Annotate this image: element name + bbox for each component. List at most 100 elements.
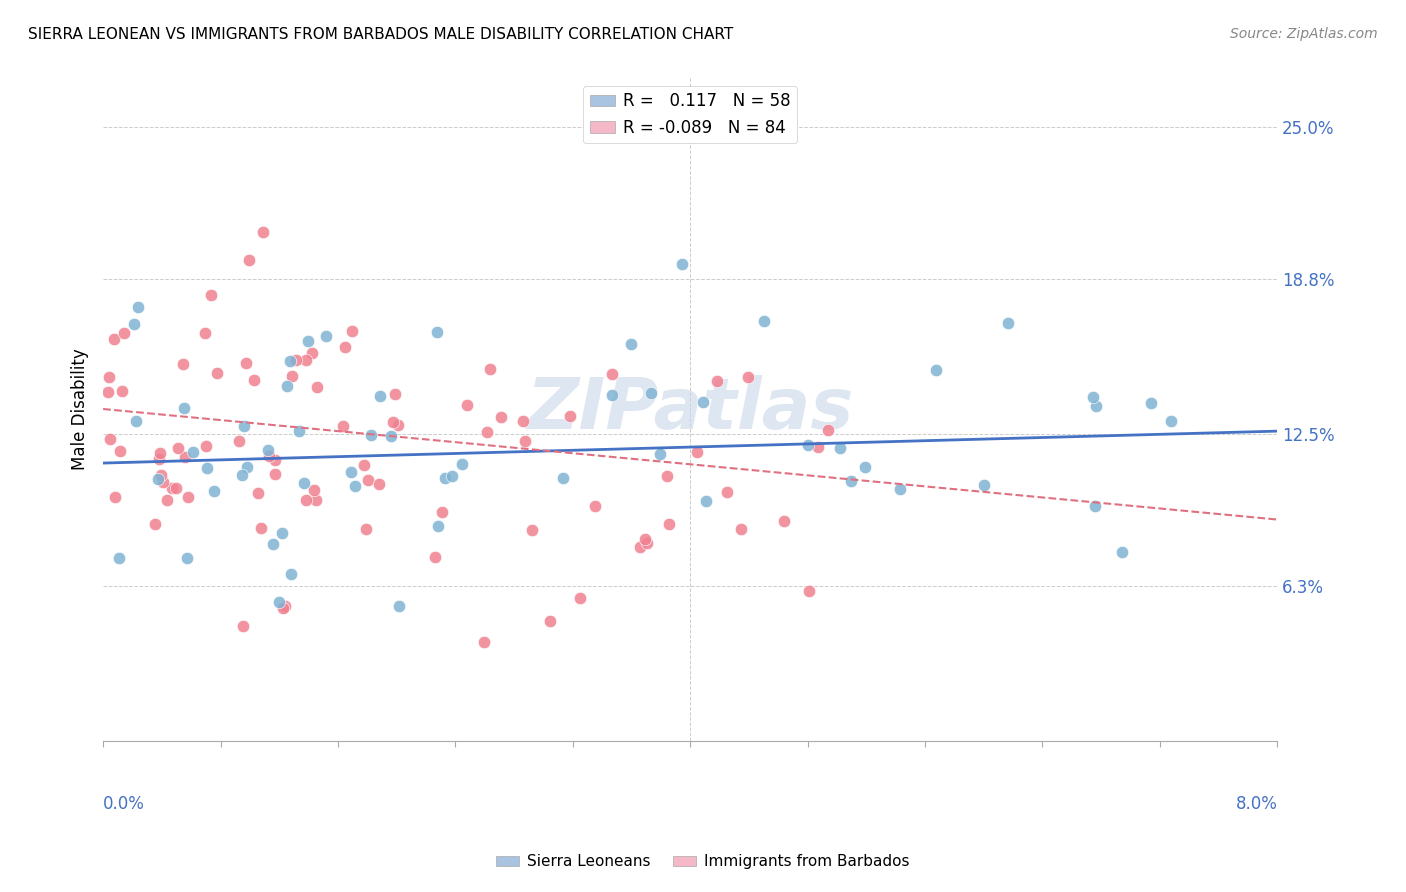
- Point: [472, 635, 495, 649]
- Point: [1085, 399, 1108, 413]
- Y-axis label: Male Disability: Male Disability: [72, 348, 89, 470]
- Point: [287, 424, 309, 438]
- Point: [640, 386, 662, 401]
- Point: [267, 595, 290, 609]
- Point: [281, 368, 304, 383]
- Point: [513, 434, 536, 449]
- Point: [924, 363, 946, 377]
- Point: [853, 459, 876, 474]
- Point: [315, 328, 337, 343]
- Point: [368, 389, 391, 403]
- Point: [307, 380, 329, 394]
- Point: [238, 252, 260, 267]
- Point: [973, 478, 995, 492]
- Point: [602, 367, 624, 381]
- Point: [426, 519, 449, 533]
- Point: [353, 458, 375, 473]
- Point: [274, 599, 297, 613]
- Point: [297, 334, 319, 348]
- Point: [357, 473, 380, 487]
- Point: [1111, 545, 1133, 559]
- Point: [343, 479, 366, 493]
- Point: [489, 409, 512, 424]
- Point: [354, 522, 377, 536]
- Point: [456, 398, 478, 412]
- Point: [152, 475, 174, 489]
- Point: [122, 318, 145, 332]
- Text: SIERRA LEONEAN VS IMMIGRANTS FROM BARBADOS MALE DISABILITY CORRELATION CHART: SIERRA LEONEAN VS IMMIGRANTS FROM BARBAD…: [28, 27, 734, 42]
- Point: [110, 384, 132, 399]
- Point: [264, 467, 287, 481]
- Point: [285, 352, 308, 367]
- Point: [889, 482, 911, 496]
- Point: [294, 353, 316, 368]
- Point: [426, 325, 449, 339]
- Point: [628, 540, 651, 554]
- Point: [671, 257, 693, 271]
- Point: [108, 551, 131, 566]
- Point: [512, 414, 534, 428]
- Text: 0.0%: 0.0%: [103, 795, 145, 813]
- Point: [423, 549, 446, 564]
- Point: [342, 324, 364, 338]
- Point: [280, 567, 302, 582]
- Point: [1140, 396, 1163, 410]
- Point: [333, 340, 356, 354]
- Point: [127, 300, 149, 314]
- Point: [387, 417, 409, 432]
- Point: [434, 471, 457, 485]
- Point: [360, 428, 382, 442]
- Point: [148, 472, 170, 486]
- Point: [828, 441, 851, 455]
- Point: [278, 354, 301, 368]
- Point: [263, 453, 285, 467]
- Point: [692, 395, 714, 409]
- Point: [108, 444, 131, 458]
- Point: [96, 385, 118, 400]
- Point: [600, 388, 623, 402]
- Point: [839, 474, 862, 488]
- Point: [305, 492, 328, 507]
- Point: [441, 469, 464, 483]
- Point: [98, 432, 121, 446]
- Point: [235, 356, 257, 370]
- Point: [807, 440, 830, 454]
- Point: [149, 446, 172, 460]
- Point: [451, 457, 474, 471]
- Point: [380, 429, 402, 443]
- Point: [730, 522, 752, 536]
- Point: [655, 469, 678, 483]
- Point: [294, 493, 316, 508]
- Point: [538, 614, 561, 628]
- Point: [382, 415, 405, 429]
- Point: [368, 477, 391, 491]
- Point: [143, 517, 166, 532]
- Point: [340, 465, 363, 479]
- Point: [384, 387, 406, 401]
- Point: [172, 357, 194, 371]
- Point: [173, 401, 195, 415]
- Point: [160, 481, 183, 495]
- Point: [231, 468, 253, 483]
- Point: [1160, 414, 1182, 428]
- Point: [125, 415, 148, 429]
- Point: [156, 493, 179, 508]
- Point: [246, 486, 269, 500]
- Point: [148, 452, 170, 467]
- Point: [257, 443, 280, 458]
- Point: [252, 226, 274, 240]
- Point: [202, 484, 225, 499]
- Point: [773, 514, 796, 528]
- Point: [797, 438, 820, 452]
- Point: [754, 314, 776, 328]
- Legend: Sierra Leoneans, Immigrants from Barbados: Sierra Leoneans, Immigrants from Barbado…: [491, 848, 915, 875]
- Point: [166, 442, 188, 456]
- Point: [233, 418, 256, 433]
- Point: [388, 599, 411, 613]
- Point: [695, 494, 717, 508]
- Point: [1083, 390, 1105, 404]
- Point: [737, 370, 759, 384]
- Point: [706, 374, 728, 388]
- Point: [276, 378, 298, 392]
- Point: [195, 461, 218, 475]
